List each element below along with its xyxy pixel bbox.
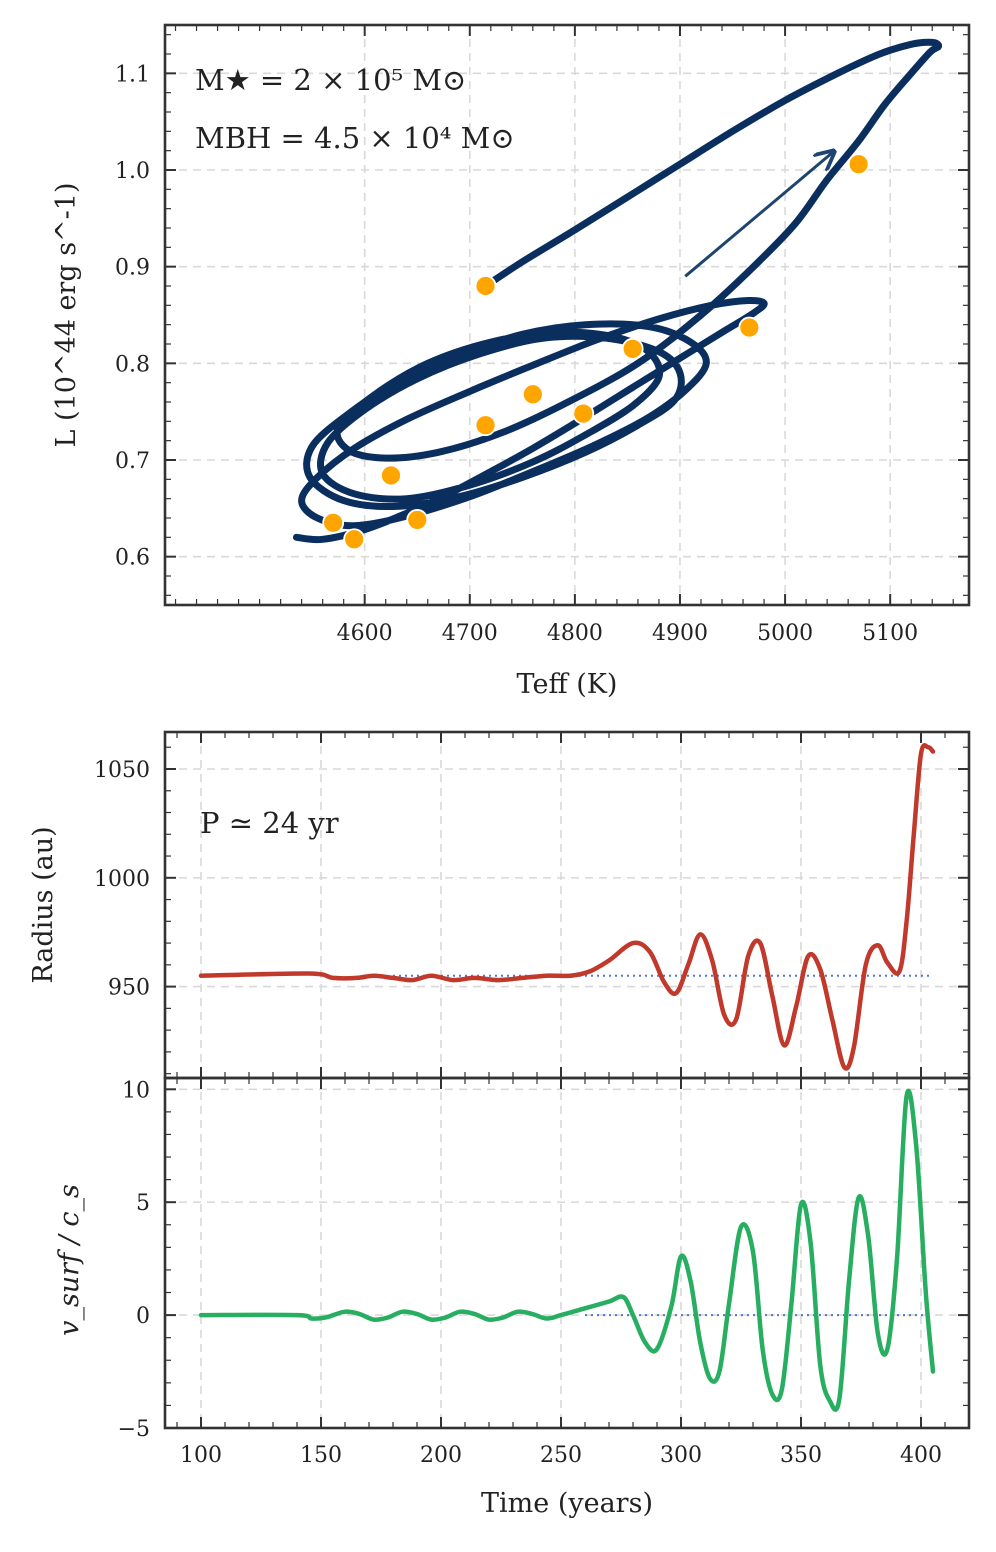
hr-marker-point bbox=[474, 414, 497, 437]
velocity-y-tick-label: −5 bbox=[118, 1417, 150, 1442]
hr-y-tick-label: 0.9 bbox=[115, 256, 150, 281]
hr-y-tick-label: 1.1 bbox=[115, 62, 150, 87]
hr-marker-point bbox=[847, 153, 870, 176]
velocity-ticks bbox=[165, 1078, 970, 1429]
velocity-y-tick-label: 5 bbox=[136, 1191, 150, 1216]
time-x-tick-label: 350 bbox=[780, 1443, 822, 1468]
velocity-y-axis-label: v_surf / c_s bbox=[54, 1184, 85, 1336]
hr-markers bbox=[322, 153, 870, 551]
hr-marker-point bbox=[322, 511, 345, 534]
time-x-tick-label: 400 bbox=[900, 1443, 942, 1468]
hr-marker-point bbox=[343, 528, 366, 551]
hr-marker-point bbox=[380, 464, 402, 487]
radius-frame bbox=[163, 730, 971, 1080]
velocity-line bbox=[198, 1088, 936, 1412]
radius-line bbox=[198, 742, 936, 1071]
time-x-tick-label: 300 bbox=[660, 1443, 702, 1468]
hr-y-tick-label: 0.7 bbox=[115, 449, 150, 474]
hr-y-tick-label: 0.6 bbox=[115, 546, 150, 571]
time-x-tick-label: 200 bbox=[420, 1443, 462, 1468]
bh-mass-annotation: MBH = 4.5 × 10⁴ M⊙ bbox=[195, 121, 515, 155]
velocity-y-tick-label: 10 bbox=[122, 1078, 150, 1103]
hr-ticks bbox=[165, 25, 969, 605]
time-x-tick-label: 250 bbox=[540, 1443, 582, 1468]
radius-y-tick-label: 950 bbox=[108, 976, 150, 1001]
radius-ticks bbox=[165, 732, 970, 1078]
hr-y-axis-label: L (10^44 erg s^-1) bbox=[51, 182, 82, 447]
radius-y-tick-label: 1050 bbox=[94, 758, 150, 783]
hr-x-tick-label: 5100 bbox=[862, 621, 918, 646]
velocity-frame bbox=[163, 1076, 971, 1430]
hr-y-tick-label: 0.8 bbox=[115, 352, 150, 377]
radius-panel: 950 1000 1050 P ≃ 24 yr Radius (au) bbox=[28, 730, 971, 1080]
velocity-y-tick-label: 0 bbox=[136, 1304, 150, 1329]
velocity-panel: 100 150 200 250 300 350 400 −5 0 5 10 Ti… bbox=[54, 1076, 971, 1519]
hr-x-axis-label: Teff (K) bbox=[517, 669, 618, 700]
hr-panel: 4600 4700 4800 4900 5000 5100 0.6 0.7 0.… bbox=[51, 23, 971, 700]
hr-grid bbox=[165, 25, 969, 605]
hr-x-tick-label: 4800 bbox=[547, 621, 603, 646]
hr-x-tick-label: 4900 bbox=[652, 621, 708, 646]
time-x-axis-label: Time (years) bbox=[481, 1488, 653, 1519]
hr-marker-point bbox=[474, 275, 497, 297]
radius-grid bbox=[165, 732, 969, 1078]
hr-direction-arrow bbox=[684, 153, 832, 278]
period-annotation: P ≃ 24 yr bbox=[200, 806, 339, 840]
hr-x-tick-label: 5000 bbox=[757, 621, 813, 646]
radius-y-tick-label: 1000 bbox=[94, 867, 150, 892]
velocity-grid bbox=[165, 1078, 969, 1429]
hr-marker-point bbox=[406, 509, 429, 531]
hr-x-tick-label: 4700 bbox=[442, 621, 498, 646]
radius-y-axis-label: Radius (au) bbox=[28, 826, 59, 983]
hr-marker-point bbox=[572, 402, 595, 425]
time-x-tick-label: 100 bbox=[180, 1443, 222, 1468]
hr-y-tick-label: 1.0 bbox=[115, 159, 150, 184]
hr-frame bbox=[163, 23, 971, 607]
hr-track-line bbox=[292, 38, 943, 544]
hr-marker-point bbox=[621, 337, 644, 360]
time-x-tick-label: 150 bbox=[300, 1443, 342, 1468]
stellar-mass-annotation: M★ = 2 × 10⁵ M⊙ bbox=[195, 63, 466, 97]
hr-marker-point bbox=[521, 383, 544, 406]
hr-x-tick-label: 4600 bbox=[337, 621, 393, 646]
hr-marker-point bbox=[738, 316, 761, 339]
